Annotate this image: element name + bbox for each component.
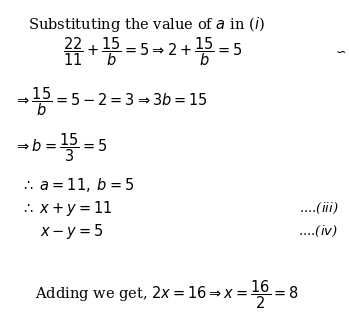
- Text: Adding we get, $2x = 16 \Rightarrow x = \dfrac{16}{2} = 8$: Adding we get, $2x = 16 \Rightarrow x = …: [35, 278, 299, 311]
- Text: $\therefore\; a = 11,\; b = 5$: $\therefore\; a = 11,\; b = 5$: [21, 176, 134, 194]
- Text: ....($iii$): ....($iii$): [299, 200, 339, 216]
- Text: $\backsim$: $\backsim$: [333, 45, 347, 58]
- Text: $\Rightarrow b = \dfrac{15}{3} = 5$: $\Rightarrow b = \dfrac{15}{3} = 5$: [14, 132, 107, 165]
- Text: Substituting the value of $a$ in ($i$): Substituting the value of $a$ in ($i$): [28, 15, 265, 34]
- Text: $\Rightarrow \dfrac{15}{b} = 5 - 2 = 3 \Rightarrow 3b = 15$: $\Rightarrow \dfrac{15}{b} = 5 - 2 = 3 \…: [14, 85, 208, 118]
- Text: $\dfrac{22}{11} + \dfrac{15}{b} = 5 \Rightarrow 2 + \dfrac{15}{b} = 5$: $\dfrac{22}{11} + \dfrac{15}{b} = 5 \Rig…: [63, 35, 243, 68]
- Text: $\therefore\; x + y = 11$: $\therefore\; x + y = 11$: [21, 198, 112, 218]
- Text: ....($iv$): ....($iv$): [298, 224, 339, 239]
- Text: $x - y = 5$: $x - y = 5$: [40, 222, 104, 241]
